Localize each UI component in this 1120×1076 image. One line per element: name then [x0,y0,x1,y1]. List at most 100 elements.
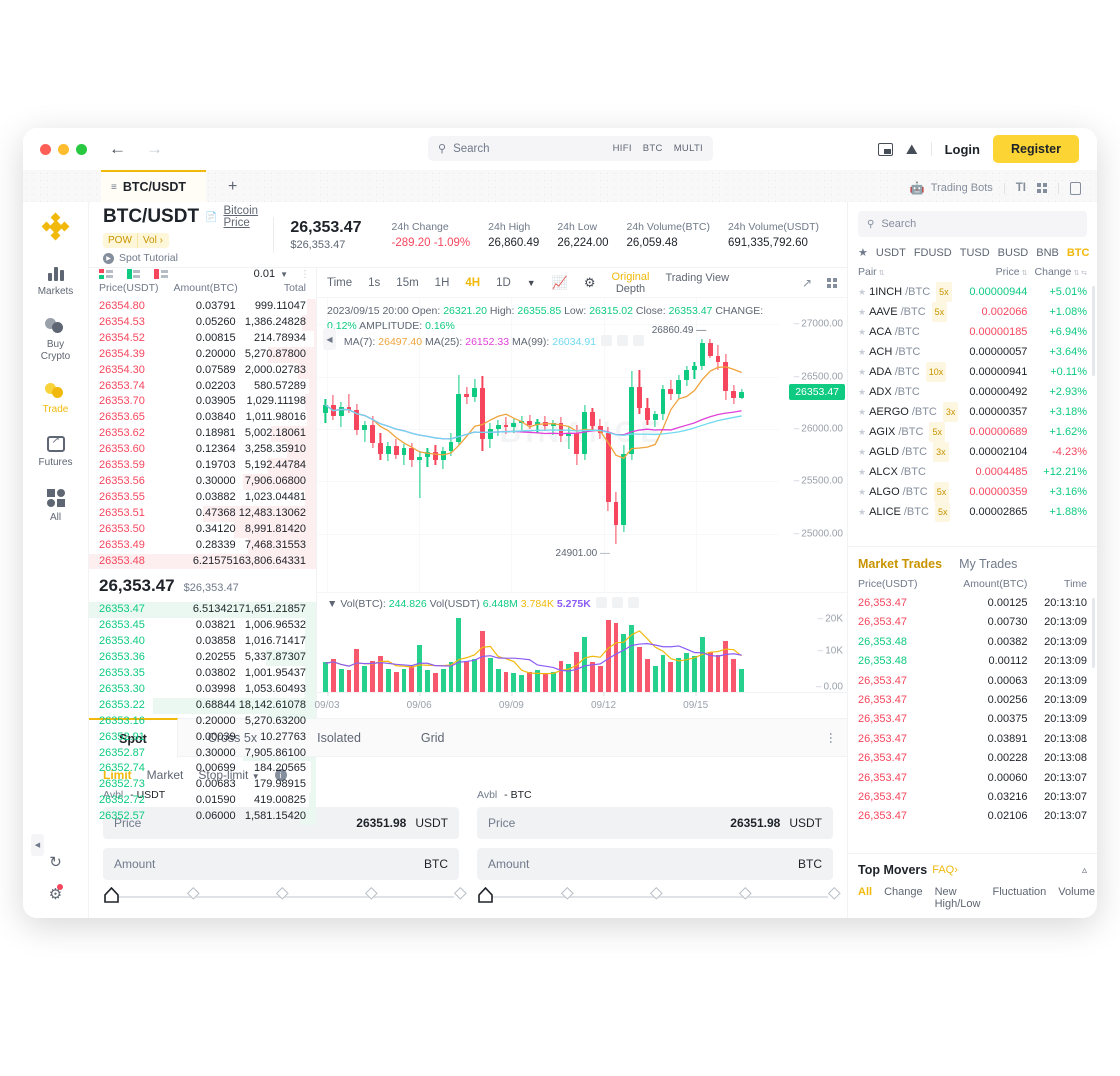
favorite-star-icon[interactable]: ★ [858,407,867,417]
order-book-row[interactable]: 26352.91 0.00039 10.27763 [89,729,316,746]
slider-knob-75[interactable] [364,886,378,900]
trade-row[interactable]: 26,353.47 0.00228 20:13:08 [848,749,1097,768]
volume-chart[interactable]: ▼ Vol(BTC): 244.826 Vol(USDT) 6.448M 3.7… [317,592,847,693]
quote-tab-busd[interactable]: BUSD [997,246,1029,259]
chevron-down-icon[interactable]: ▼ [526,277,536,288]
favorite-star-icon[interactable]: ★ [858,367,867,377]
trade-row[interactable]: 26,353.47 0.03216 20:13:07 [848,788,1097,807]
interval-1s[interactable]: 1s [368,276,381,289]
favorite-star-icon[interactable]: ★ [858,347,867,357]
grouping-select[interactable]: 0.01 ▼ [254,268,288,280]
interval-1d[interactable]: 1D [496,276,511,289]
buy-amount-slider[interactable] [103,886,467,905]
binance-logo-icon[interactable] [41,212,69,241]
order-book-row[interactable]: 26353.49 0.28339 7,468.31553 [89,537,316,554]
sell-amount-field[interactable]: Amount BTC [477,848,833,880]
search-suggestions[interactable]: HIFI BTC MULTI [613,143,703,154]
interval-1h[interactable]: 1H [434,276,450,289]
order-book-row[interactable]: 26353.40 0.03858 1,016.71417 [89,634,316,651]
ma-settings-icon[interactable] [616,335,628,346]
vol-settings-icon[interactable] [611,597,623,608]
quote-tab-bnb[interactable]: BNB [1036,246,1059,259]
bitcoin-price-link[interactable]: Bitcoin Price [223,205,259,229]
notification-bell-icon[interactable]: ⛰ [905,140,918,157]
order-book-row[interactable]: 26353.74 0.02203 580.57289 [89,378,316,395]
col-pair[interactable]: Pair ⇅ [858,266,885,278]
quote-tab-btc[interactable]: BTC [1066,246,1090,259]
spot-tutorial-link[interactable]: ▶ Spot Tutorial [103,252,273,264]
fullscreen-icon[interactable]: ↗ [801,275,812,290]
favorite-star-icon[interactable]: ★ [858,327,867,337]
collapse-chevron-icon[interactable]: ▵ [1081,864,1087,876]
order-book-row[interactable]: 26353.48 6.21575 163,806.64331 [89,553,316,570]
order-book-row[interactable]: 26353.16 0.20000 5,270.63200 [89,713,316,730]
trade-row[interactable]: 26,353.47 0.02106 20:13:07 [848,807,1097,826]
favorite-star-icon[interactable]: ★ [858,487,867,497]
market-row[interactable]: ★ ALCX/BTC 0.0004485 +12.21% [848,462,1097,482]
trading-bots-button[interactable]: 🤖 Trading Bots [910,181,993,195]
trade-row[interactable]: 26,353.47 0.00730 20:13:09 [848,613,1097,632]
vol-visibility-icon[interactable] [595,597,607,608]
order-book-row[interactable]: 26354.53 0.05260 1,386.24828 [89,314,316,331]
login-button[interactable]: Login [944,141,980,157]
refresh-icon[interactable]: ↻ [49,854,62,871]
order-book-row[interactable]: 26352.57 0.06000 1,581.15420 [89,809,316,826]
order-book-row[interactable]: 26354.52 0.00815 214.78934 [89,330,316,347]
text-size-icon[interactable]: TI [1015,182,1026,194]
collapse-sidebar-button[interactable]: ◀ [31,834,44,856]
register-button[interactable]: Register [992,135,1079,163]
vol-close-icon[interactable] [627,597,639,608]
market-row[interactable]: ★ AGLD/BTC 3x 0.00002104 -4.23% [848,442,1097,462]
order-book-row[interactable]: 26352.72 0.01590 419.00825 [89,793,316,810]
minimize-icon[interactable] [58,143,69,155]
trading-view-button[interactable]: Trading View [665,272,730,284]
book-both-icon[interactable] [99,269,113,279]
copy-icon[interactable]: 📄 [205,211,218,223]
badge-vol[interactable]: Vol › [136,233,169,248]
trade-row[interactable]: 26,353.47 0.00060 20:13:07 [848,769,1097,788]
new-tab-button[interactable]: + [228,178,238,195]
tab-market-trades[interactable]: Market Trades [858,557,943,571]
trade-row[interactable]: 26,353.48 0.00382 20:13:09 [848,633,1097,652]
chart-mode-depth[interactable]: Depth [615,282,646,295]
trade-row[interactable]: 26,353.47 0.00063 20:13:09 [848,672,1097,691]
badge-pow[interactable]: POW [103,233,137,248]
order-book-row[interactable]: 26353.62 0.18981 5,002.18061 [89,426,316,443]
chart-scroll-left-button[interactable]: ◀ [323,328,336,350]
slider-knob-25[interactable] [186,886,200,900]
slider-knob-100[interactable] [827,886,841,900]
tab-grid[interactable]: Grid [420,730,445,745]
market-search[interactable]: ⚲ Search [858,211,1087,237]
chart-mode-toggle[interactable]: Original Depth [612,271,650,295]
sidebar-item-buy-crypto[interactable]: Buy Crypto [41,318,70,363]
quote-tab-fdusd[interactable]: FDUSD [913,246,952,259]
order-book-row[interactable]: 26353.70 0.03905 1,029.11198 [89,394,316,411]
col-price[interactable]: Price ⇅ [995,266,1028,278]
market-row[interactable]: ★ AERGO/BTC 3x 0.00000357 +3.18% [848,402,1097,422]
order-book-row[interactable]: 26353.65 0.03840 1,011.98016 [89,410,316,427]
order-book-row[interactable]: 26353.47 6.51342 171,651.21857 [89,602,316,619]
trade-row[interactable]: 26,353.48 0.00112 20:13:09 [848,652,1097,671]
order-book-row[interactable]: 26353.56 0.30000 7,906.06800 [89,473,316,490]
trade-row[interactable]: 26,353.47 0.00375 20:13:09 [848,710,1097,729]
movers-tab-fluctuation[interactable]: Fluctuation [992,886,1047,898]
suggestion-hifi[interactable]: HIFI [612,143,632,154]
sell-amount-slider[interactable] [477,886,841,905]
sidebar-item-trade[interactable]: Trade [43,383,68,416]
favorites-star-icon[interactable]: ★ [858,247,868,259]
order-book-row[interactable]: 26353.36 0.20255 5,337.87307 [89,650,316,667]
trade-row[interactable]: 26,353.47 0.00125 20:13:10 [848,594,1097,613]
market-row[interactable]: ★ ALICE/BTC 5x 0.00002865 +1.88% [848,502,1097,522]
browser-search[interactable]: ⚲ Search HIFI BTC MULTI [428,136,713,161]
market-row[interactable]: ★ ACH/BTC 0.00000057 +3.64% [848,342,1097,362]
movers-tab-new-high-low[interactable]: New High/Low [934,886,981,910]
scrollbar-thumb[interactable] [1092,286,1095,376]
order-type-stop-limit[interactable]: Stop-limit ▼ [198,768,259,782]
tab-btc-usdt[interactable]: ≡ BTC/USDT [101,170,206,202]
market-row[interactable]: ★ AAVE/BTC 5x 0.002066 +1.08% [848,302,1097,322]
order-book-row[interactable]: 26352.74 0.00699 184.20565 [89,761,316,778]
close-icon[interactable] [40,143,51,155]
scrollbar-thumb[interactable] [1092,598,1095,668]
tab-spot[interactable]: Spot [89,717,178,758]
layout-grid-icon[interactable] [1037,183,1047,193]
